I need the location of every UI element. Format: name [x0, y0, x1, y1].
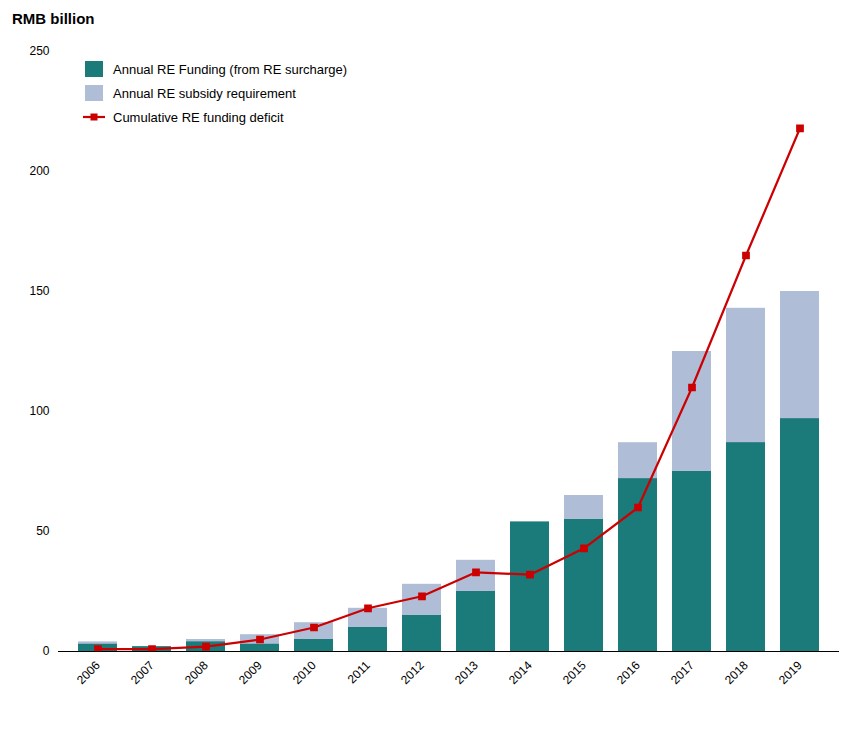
svg-text:2019: 2019: [776, 658, 805, 687]
html-text:Cumulative RE funding deficit: Cumulative RE funding deficit: [113, 109, 284, 125]
svg-text:50: 50: [36, 524, 50, 538]
svg-text:200: 200: [29, 164, 49, 178]
svg-text:0: 0: [43, 644, 50, 658]
svg-text:250: 250: [29, 44, 49, 58]
svg-text:2016: 2016: [614, 658, 643, 687]
svg-text:100: 100: [29, 404, 49, 418]
svg-text:2008: 2008: [182, 658, 211, 687]
svg-text:2013: 2013: [452, 658, 481, 687]
svg-text:2014: 2014: [506, 658, 535, 687]
svg-text:2009: 2009: [236, 658, 265, 687]
svg-text:2012: 2012: [398, 658, 427, 687]
svg-text:2006: 2006: [74, 658, 103, 687]
svg-text:2007: 2007: [128, 658, 157, 687]
svg-text:2015: 2015: [560, 658, 589, 687]
svg-text:2010: 2010: [290, 658, 319, 687]
svg-text:2011: 2011: [345, 658, 373, 686]
html-text:RMB billion: RMB billion: [12, 10, 95, 27]
html-text:Annual RE subsidy requirement: Annual RE subsidy requirement: [113, 85, 296, 101]
html-text:Annual RE Funding (from RE sur: Annual RE Funding (from RE surcharge): [113, 61, 348, 77]
svg-text:2018: 2018: [722, 658, 751, 687]
svg-text:2017: 2017: [668, 658, 697, 687]
svg-text:150: 150: [29, 284, 49, 298]
